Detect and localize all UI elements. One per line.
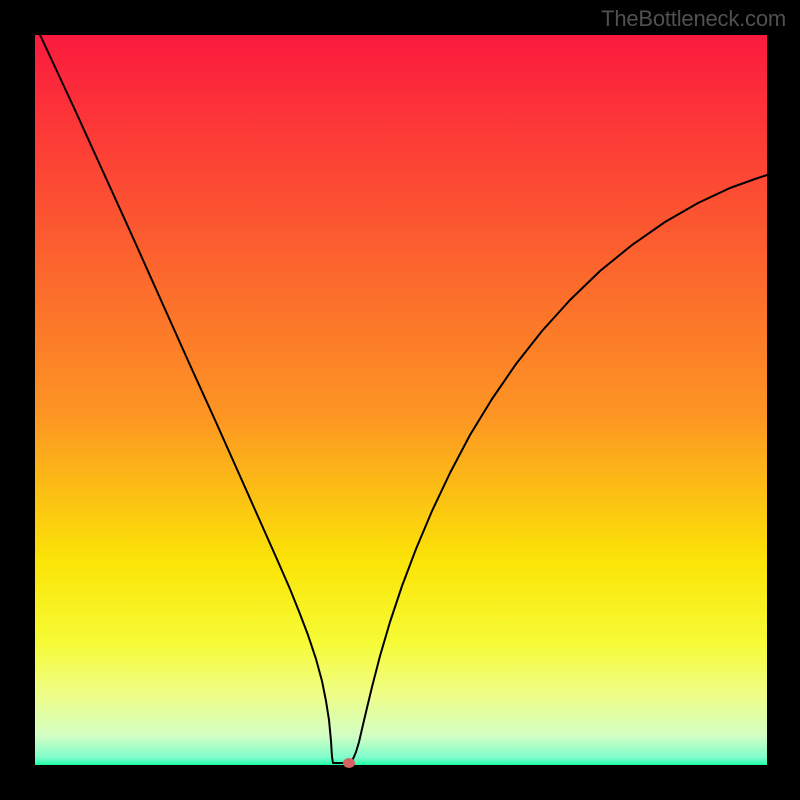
- optimal-point-marker: [343, 758, 355, 768]
- bottleneck-curve: [0, 0, 800, 800]
- curve-path: [35, 24, 767, 763]
- chart-plot-area: [35, 35, 767, 765]
- watermark-text: TheBottleneck.com: [601, 6, 786, 32]
